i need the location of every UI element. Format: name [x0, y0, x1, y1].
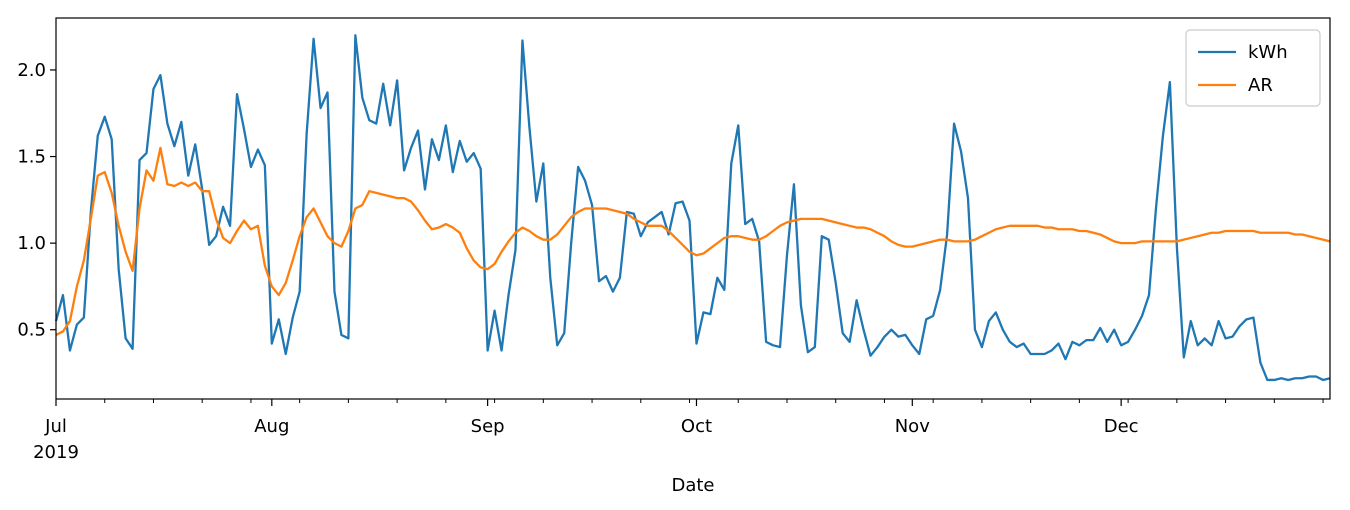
- x-tick-label: Oct: [681, 416, 712, 437]
- x-tick-label: Dec: [1104, 416, 1139, 437]
- y-axis: 0.5 1.0 1.5 2.0: [17, 60, 56, 341]
- series-line-kwh: [54, 34, 1331, 382]
- x-tick-label: Nov: [895, 416, 930, 437]
- y-tick-label: 2.0: [17, 60, 46, 81]
- x-axis: Jul 2019 Aug Sep Oct Nov Dec: [33, 399, 1324, 463]
- series-lines: [54, 34, 1331, 382]
- legend-label-kwh: kWh: [1248, 42, 1288, 63]
- legend: kWh AR: [1185, 29, 1321, 107]
- legend-label-ar: AR: [1248, 75, 1273, 96]
- y-tick-label: 1.5: [17, 147, 46, 168]
- y-tick-label: 1.0: [17, 233, 46, 254]
- y-tick-label: 0.5: [17, 320, 46, 341]
- legend-box: [1185, 29, 1321, 107]
- x-tick-sublabel: 2019: [33, 442, 79, 463]
- x-tick-label: Sep: [471, 416, 505, 437]
- x-tick-label: Jul: [44, 416, 67, 437]
- x-tick-label: Aug: [254, 416, 289, 437]
- series-line-ar: [55, 146, 1331, 336]
- plot-frame: [55, 17, 1331, 400]
- x-axis-label: Date: [671, 475, 714, 496]
